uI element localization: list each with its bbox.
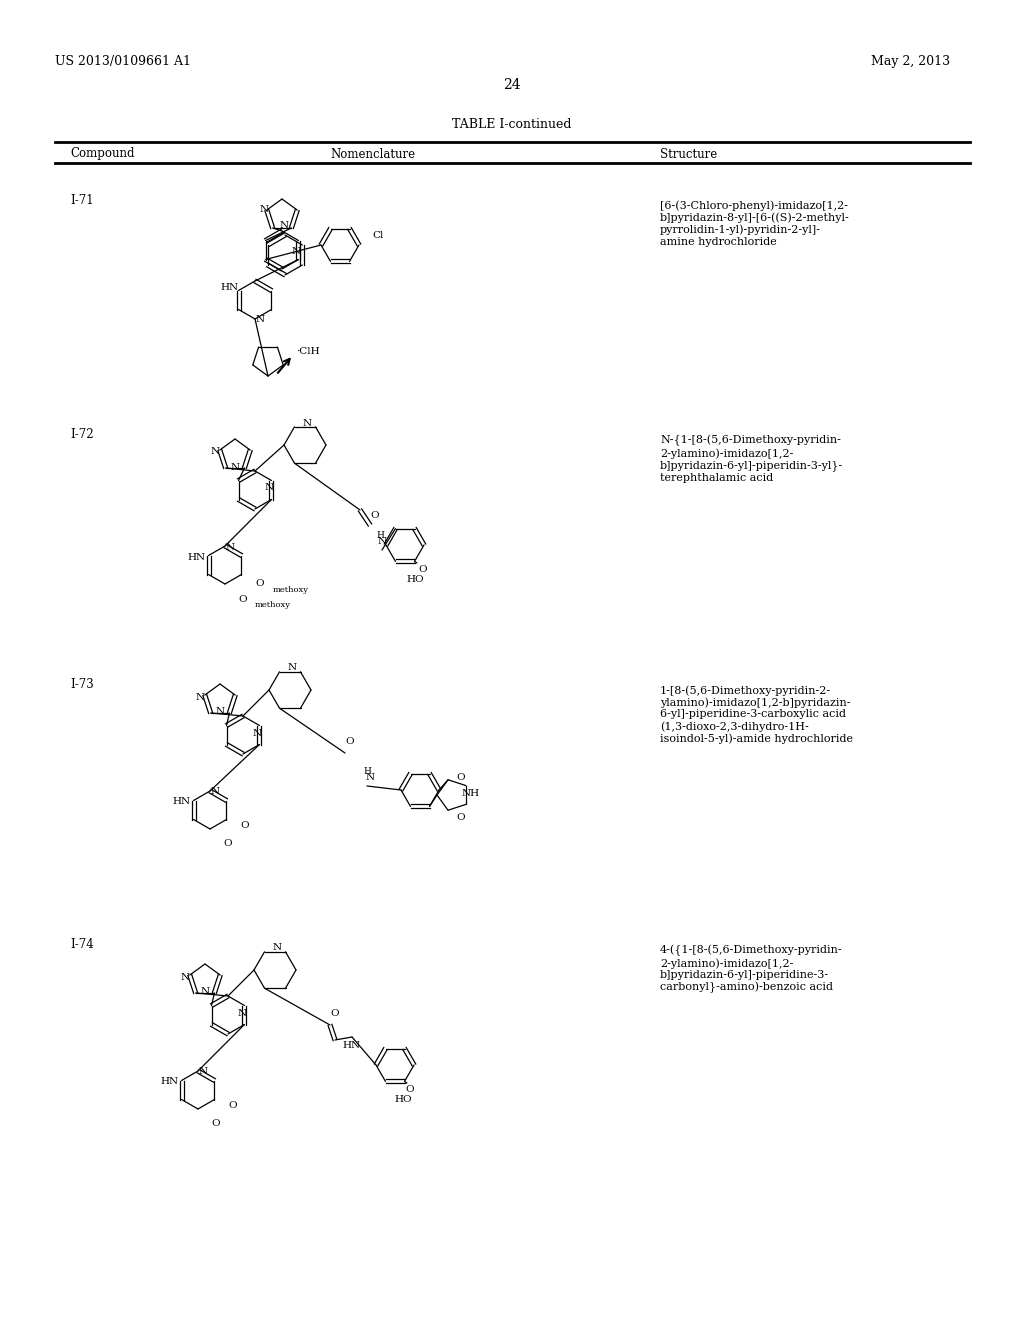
Text: N-{1-[8-(5,6-Dimethoxy-pyridin-
2-ylamino)-imidazo[1,2-
b]pyridazin-6-yl]-piperi: N-{1-[8-(5,6-Dimethoxy-pyridin- 2-ylamin… [660,436,843,483]
Text: Compound: Compound [70,148,134,161]
Text: I-73: I-73 [70,678,94,692]
Text: N: N [199,1068,208,1077]
Text: N: N [272,944,282,953]
Text: O: O [212,1118,220,1127]
Text: N: N [238,1008,247,1018]
Text: HN: HN [173,797,191,807]
Text: N: N [196,693,205,701]
Text: [6-(3-Chloro-phenyl)-imidazo[1,2-
b]pyridazin-8-yl]-[6-((S)-2-methyl-
pyrrolidin: [6-(3-Chloro-phenyl)-imidazo[1,2- b]pyri… [660,201,850,247]
Text: N: N [280,220,289,230]
Text: O: O [223,838,232,847]
Text: N: N [180,973,189,982]
Text: I-72: I-72 [70,429,93,441]
Text: US 2013/0109661 A1: US 2013/0109661 A1 [55,55,191,69]
Text: N: N [215,708,224,717]
Text: O: O [346,737,354,746]
Text: 24: 24 [503,78,521,92]
Text: N: N [259,206,268,214]
Text: O: O [256,578,264,587]
Text: O: O [371,511,379,520]
Text: ·ClH: ·ClH [296,347,319,356]
Text: O: O [228,1101,238,1110]
Text: 1-[8-(5,6-Dimethoxy-pyridin-2-
ylamino)-imidazo[1,2-b]pyridazin-
6-yl]-piperidin: 1-[8-(5,6-Dimethoxy-pyridin-2- ylamino)-… [660,685,853,744]
Text: HN: HN [221,284,239,293]
Text: O: O [457,813,465,821]
Text: Cl: Cl [372,231,383,239]
Text: O: O [406,1085,415,1094]
Text: N: N [230,462,240,471]
Text: HN: HN [161,1077,179,1086]
Text: N: N [201,987,210,997]
Text: HN: HN [188,553,206,561]
Text: N: N [255,315,264,325]
Text: H: H [364,767,371,776]
Text: TABLE I-continued: TABLE I-continued [453,119,571,132]
Text: I-71: I-71 [70,194,93,206]
Text: N: N [253,729,261,738]
Text: Structure: Structure [660,148,717,161]
Text: HO: HO [407,576,424,585]
Text: N: N [292,248,301,256]
Text: May 2, 2013: May 2, 2013 [870,55,950,69]
Text: N: N [225,543,234,552]
Text: N: N [264,483,273,492]
Text: methoxy: methoxy [255,601,291,609]
Text: NH: NH [462,788,480,797]
Text: 4-({1-[8-(5,6-Dimethoxy-pyridin-
2-ylamino)-imidazo[1,2-
b]pyridazin-6-yl]-piper: 4-({1-[8-(5,6-Dimethoxy-pyridin- 2-ylami… [660,945,843,993]
Text: O: O [331,1008,339,1018]
Text: N: N [211,447,219,457]
Text: methoxy: methoxy [273,586,309,594]
Text: N: N [288,664,297,672]
Text: HO: HO [394,1096,412,1105]
Text: O: O [419,565,427,574]
Text: N: N [211,788,219,796]
Text: HN: HN [343,1040,361,1049]
Text: O: O [241,821,249,829]
Text: O: O [457,772,465,781]
Text: Nomenclature: Nomenclature [330,148,415,161]
Text: N: N [378,537,387,546]
Text: N: N [302,418,311,428]
Text: I-74: I-74 [70,939,94,952]
Text: H: H [376,531,384,540]
Text: N: N [366,774,375,783]
Text: O: O [239,595,248,605]
